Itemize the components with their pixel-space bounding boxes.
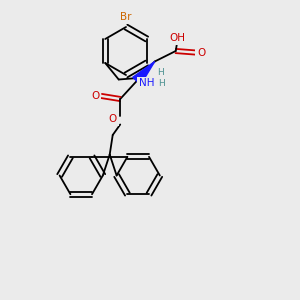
Text: NH: NH [139, 78, 154, 88]
Text: O: O [92, 91, 100, 101]
Text: H: H [157, 68, 164, 77]
Text: OH: OH [169, 33, 185, 43]
Text: Br: Br [120, 12, 132, 22]
Text: O: O [197, 47, 205, 58]
Text: H: H [158, 79, 165, 88]
Text: O: O [109, 114, 117, 124]
Polygon shape [133, 61, 155, 85]
